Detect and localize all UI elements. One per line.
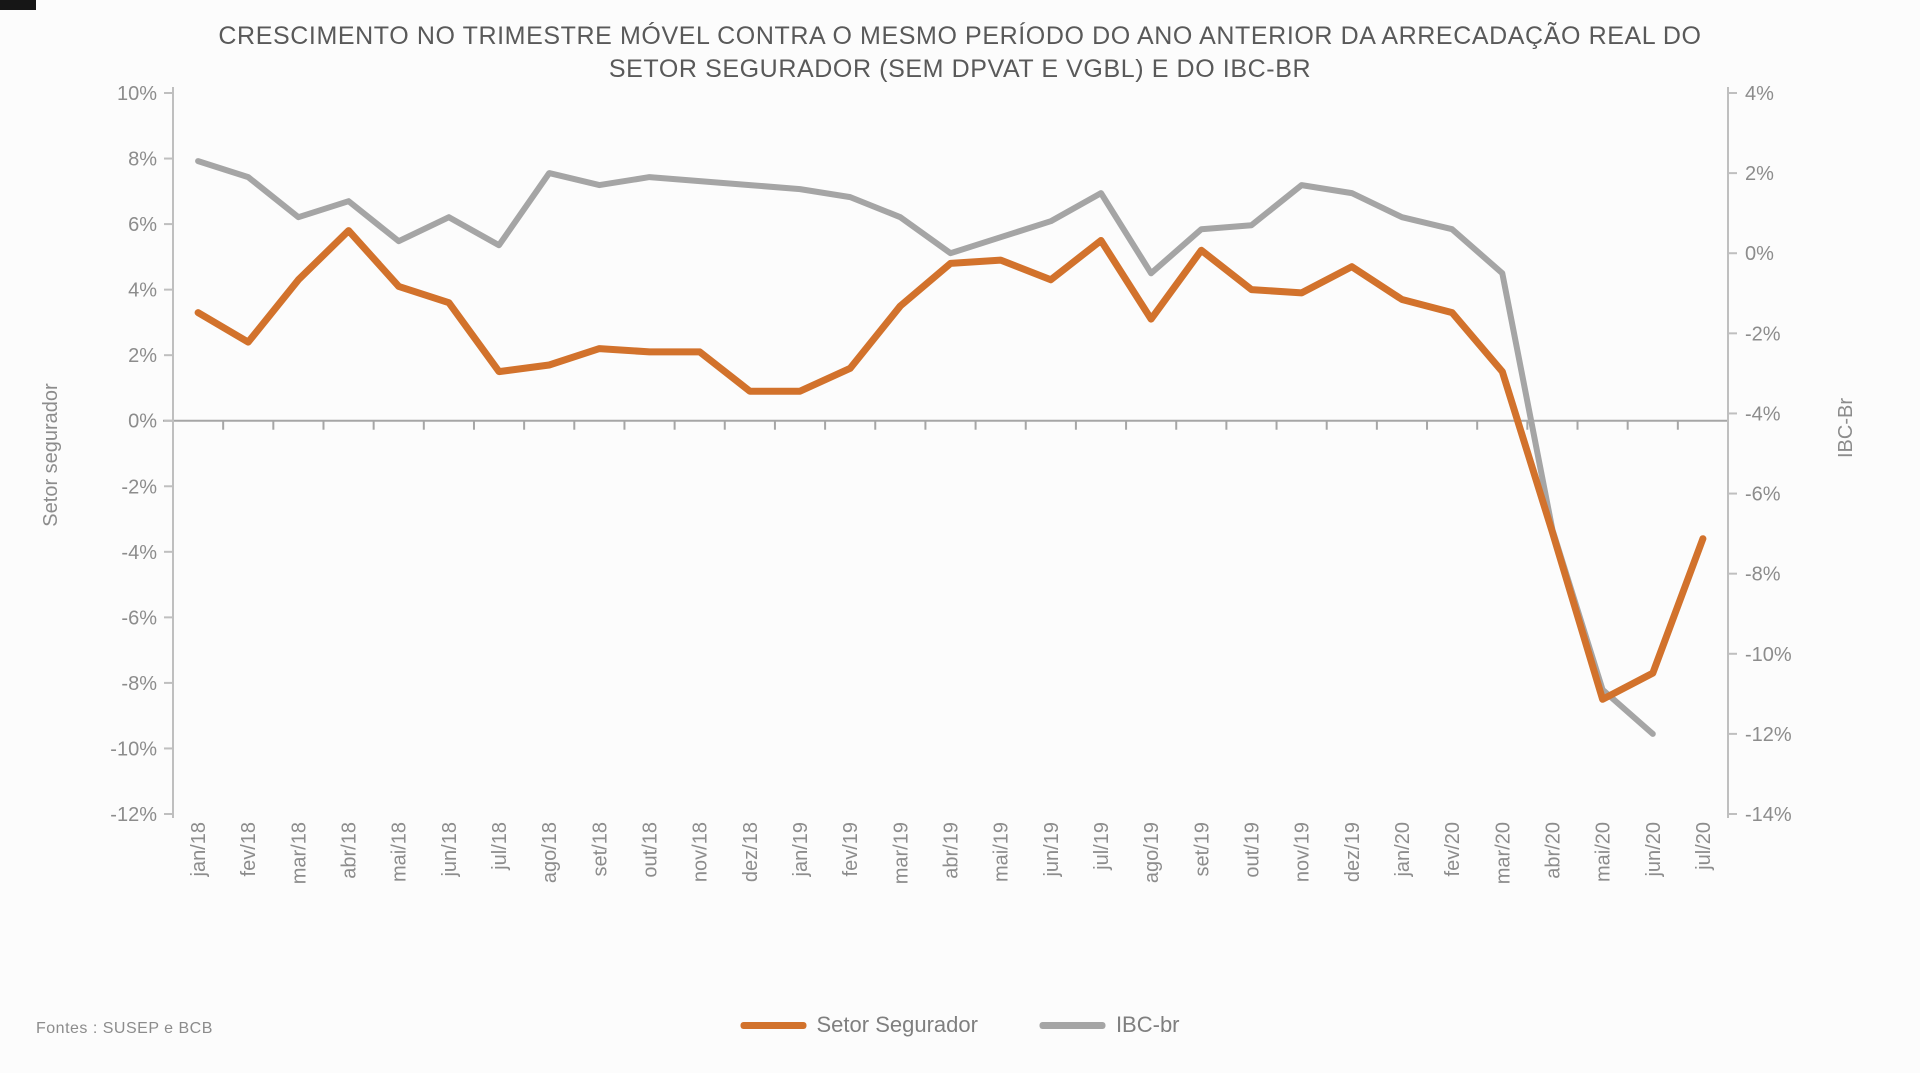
x-axis-category-label: out/18 (640, 822, 662, 878)
right-axis-title: IBC-Br (1835, 398, 1857, 458)
right-axis-tick-label: -2% (1745, 323, 1781, 345)
line-setor-segurador (194, 227, 1707, 703)
x-axis-category-label: jul/20 (1693, 822, 1715, 871)
left-axis-tick-label: -10% (110, 738, 157, 760)
right-axis-tick-label: 0% (1745, 243, 1774, 265)
x-axis-category-label: mar/18 (288, 822, 310, 884)
x-axis-category-label: jul/18 (489, 822, 511, 871)
x-axis-category-label: mar/20 (1492, 822, 1514, 884)
right-axis-tick-label: 4% (1745, 83, 1774, 105)
legend-item-setor-segurador: Setor Segurador (740, 1012, 978, 1038)
x-axis-category-label: jun/19 (1041, 822, 1063, 878)
setor-segurador-line-swatch (740, 1021, 807, 1029)
x-axis-category-label: abr/19 (941, 822, 963, 879)
left-axis-tick-label: 2% (128, 345, 157, 367)
right-axis-tick-label: -14% (1745, 804, 1792, 826)
x-axis-category-label: fev/19 (840, 822, 862, 876)
legend-item-ibc-br: IBC-br (1039, 1012, 1180, 1038)
x-axis-category-label: jun/18 (439, 822, 461, 878)
right-axis-tick-label: 2% (1745, 163, 1774, 185)
right-axis-tick-label: -6% (1745, 484, 1781, 506)
right-axis-tick-label: -10% (1745, 644, 1792, 666)
x-axis-category-label: nov/19 (1292, 822, 1314, 882)
left-axis-tick-label: -8% (121, 673, 157, 695)
left-axis-tick-label: 10% (117, 83, 157, 105)
corner-artifact (0, 0, 36, 10)
left-axis-tick-label: -6% (121, 607, 157, 629)
x-axis-category-label: abr/20 (1542, 822, 1564, 879)
x-axis-category-label: jan/20 (1392, 822, 1414, 878)
left-axis-tick-label: 8% (128, 149, 157, 171)
x-axis-category-label: mai/20 (1593, 822, 1615, 882)
x-axis-category-label: set/19 (1191, 822, 1213, 876)
chart-title-line1: CRESCIMENTO NO TRIMESTRE MÓVEL CONTRA O … (218, 22, 1702, 50)
x-axis-category-label: out/19 (1241, 822, 1263, 878)
legend-label-ibc-br: IBC-br (1115, 1012, 1180, 1037)
ibc-br-line-swatch (1039, 1021, 1106, 1029)
chart-title: CRESCIMENTO NO TRIMESTRE MÓVEL CONTRA O … (0, 20, 1920, 86)
chart-title-line2: SETOR SEGURADOR (SEM DPVAT E VGBL) E DO … (608, 55, 1312, 83)
chart-legend: Setor Segurador IBC-br (740, 1012, 1180, 1038)
left-axis-title: Setor segurador (40, 383, 62, 527)
source-note: Fontes : SUSEP e BCB (36, 1020, 213, 1037)
x-axis-category-label: abr/18 (339, 822, 361, 879)
left-axis-tick-label: -2% (121, 476, 157, 498)
left-axis-tick-label: 6% (128, 214, 157, 236)
x-axis-category-label: mai/18 (389, 822, 411, 882)
x-axis-category-label: set/18 (589, 822, 611, 876)
x-axis-category-label: mar/19 (890, 822, 912, 884)
x-axis-category-label: nov/18 (690, 822, 712, 882)
x-axis-category-label: ago/18 (539, 822, 561, 883)
left-axis-tick-label: 4% (128, 280, 157, 302)
x-axis-category-label: jun/20 (1643, 822, 1665, 878)
left-axis-tick-label: -12% (110, 804, 157, 826)
x-axis-category-label: dez/19 (1342, 822, 1364, 882)
right-axis-tick-label: -8% (1745, 564, 1781, 586)
x-axis-category-label: jul/19 (1091, 822, 1113, 871)
x-axis-category-label: fev/20 (1442, 822, 1464, 876)
right-axis-tick-label: -4% (1745, 403, 1781, 425)
x-axis-category-label: jan/18 (188, 822, 210, 878)
x-axis-category-label: ago/19 (1141, 822, 1163, 883)
left-axis-tick-label: 0% (128, 411, 157, 433)
left-axis-tick-label: -4% (121, 542, 157, 564)
right-axis-tick-label: -12% (1745, 724, 1792, 746)
legend-label-setor-segurador: Setor Segurador (816, 1012, 978, 1037)
x-axis-category-label: dez/18 (740, 822, 762, 882)
x-axis-category-label: mai/19 (991, 822, 1013, 882)
line-ibc-br (195, 158, 1656, 737)
x-axis-category-label: fev/18 (238, 822, 260, 876)
x-axis-category-label: jan/19 (790, 822, 812, 878)
